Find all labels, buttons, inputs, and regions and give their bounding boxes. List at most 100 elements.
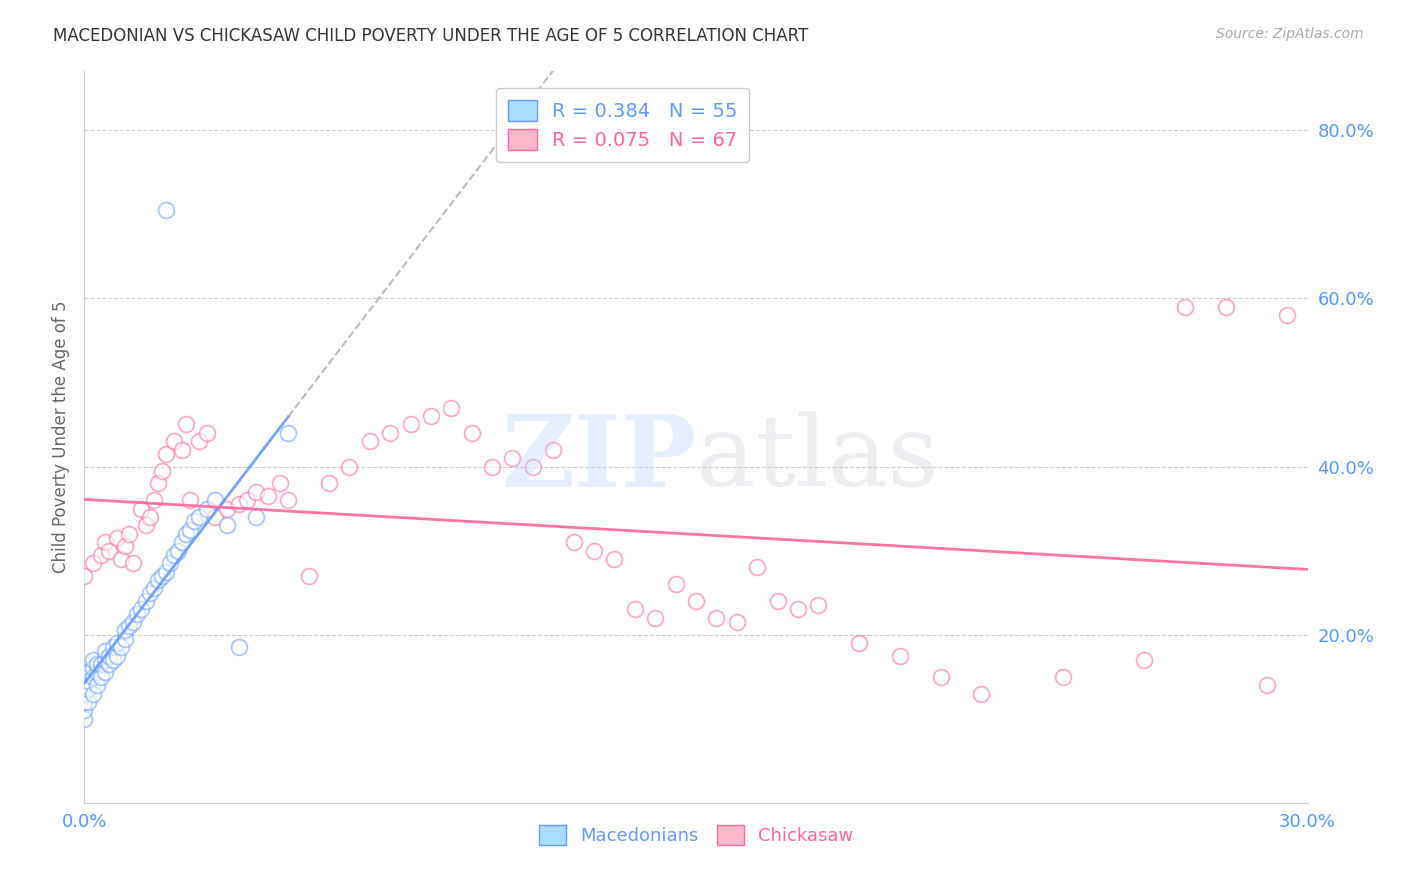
Point: [77, 682, 100, 697]
Point: [155, 447, 177, 461]
Point: [665, 577, 688, 591]
Point: [440, 401, 463, 415]
Point: [277, 493, 299, 508]
Point: [135, 518, 157, 533]
Point: [155, 203, 177, 218]
Point: [155, 565, 177, 579]
Point: [228, 640, 250, 655]
Point: [174, 417, 197, 432]
Point: [929, 670, 952, 684]
Point: [105, 648, 128, 663]
Point: [187, 434, 209, 449]
Point: [217, 501, 239, 516]
Point: [747, 560, 769, 574]
Point: [82, 653, 104, 667]
Point: [77, 665, 100, 680]
Text: atlas: atlas: [696, 411, 939, 507]
Point: [624, 602, 647, 616]
Point: [644, 611, 666, 625]
Point: [167, 543, 190, 558]
Point: [163, 434, 186, 449]
Point: [73, 686, 96, 700]
Point: [380, 425, 402, 440]
Point: [163, 548, 186, 562]
Point: [848, 636, 870, 650]
Point: [118, 619, 141, 633]
Point: [77, 673, 100, 688]
Point: [93, 535, 115, 549]
Point: [82, 661, 104, 675]
Point: [146, 573, 169, 587]
Point: [217, 518, 239, 533]
Point: [146, 476, 169, 491]
Text: MACEDONIAN VS CHICKASAW CHILD POVERTY UNDER THE AGE OF 5 CORRELATION CHART: MACEDONIAN VS CHICKASAW CHILD POVERTY UN…: [53, 27, 808, 45]
Point: [970, 686, 993, 700]
Point: [1277, 308, 1299, 322]
Point: [766, 594, 789, 608]
Point: [522, 459, 544, 474]
Point: [138, 510, 160, 524]
Point: [93, 653, 115, 667]
Point: [90, 657, 112, 671]
Point: [420, 409, 443, 423]
Point: [122, 615, 145, 629]
Point: [257, 489, 280, 503]
Point: [82, 556, 104, 570]
Point: [73, 695, 96, 709]
Point: [318, 476, 340, 491]
Point: [93, 665, 115, 680]
Point: [183, 514, 205, 528]
Point: [228, 497, 250, 511]
Point: [93, 644, 115, 658]
Point: [73, 712, 96, 726]
Point: [603, 552, 626, 566]
Point: [77, 695, 100, 709]
Point: [73, 569, 96, 583]
Point: [399, 417, 422, 432]
Point: [159, 556, 181, 570]
Point: [73, 703, 96, 717]
Point: [481, 459, 503, 474]
Point: [298, 569, 321, 583]
Point: [339, 459, 361, 474]
Point: [90, 548, 112, 562]
Point: [101, 640, 124, 655]
Point: [1215, 300, 1237, 314]
Point: [461, 425, 484, 440]
Point: [86, 657, 108, 671]
Point: [787, 602, 810, 616]
Legend: Macedonians, Chickasaw: Macedonians, Chickasaw: [531, 818, 860, 852]
Point: [82, 686, 104, 700]
Point: [118, 526, 141, 541]
Point: [127, 607, 149, 621]
Point: [1174, 300, 1197, 314]
Point: [172, 442, 194, 457]
Point: [195, 425, 218, 440]
Point: [150, 569, 173, 583]
Point: [114, 540, 136, 554]
Point: [97, 543, 120, 558]
Point: [889, 648, 911, 663]
Point: [86, 678, 108, 692]
Point: [131, 602, 153, 616]
Point: [90, 670, 112, 684]
Point: [807, 599, 830, 613]
Point: [179, 493, 201, 508]
Point: [543, 442, 565, 457]
Point: [725, 615, 748, 629]
Point: [179, 523, 201, 537]
Point: [583, 543, 606, 558]
Point: [114, 632, 136, 646]
Point: [1052, 670, 1074, 684]
Point: [706, 611, 728, 625]
Point: [245, 510, 267, 524]
Point: [1133, 653, 1156, 667]
Point: [150, 464, 173, 478]
Point: [135, 594, 157, 608]
Point: [245, 484, 267, 499]
Point: [131, 501, 153, 516]
Point: [122, 556, 145, 570]
Point: [142, 582, 165, 596]
Point: [562, 535, 585, 549]
Point: [1256, 678, 1278, 692]
